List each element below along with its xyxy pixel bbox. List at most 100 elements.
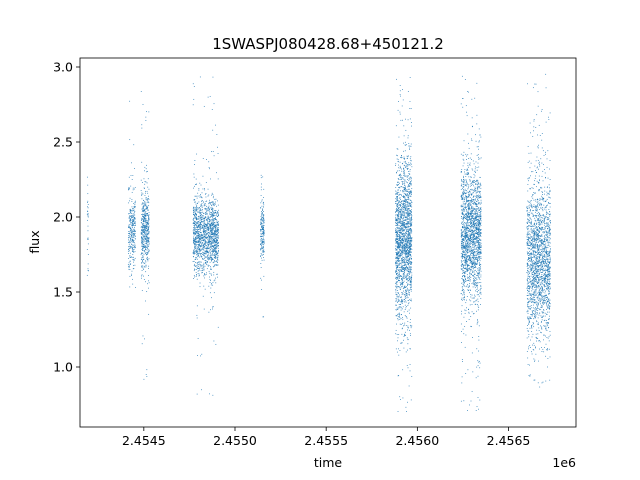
data-point	[406, 231, 408, 233]
data-point	[406, 242, 408, 244]
data-point	[404, 205, 406, 207]
data-point	[408, 198, 410, 200]
data-point	[200, 231, 202, 233]
data-point	[401, 299, 402, 301]
data-point	[205, 256, 207, 258]
data-point	[213, 155, 215, 157]
data-point	[128, 224, 130, 226]
data-point	[400, 194, 402, 195]
data-point	[260, 224, 262, 225]
data-point	[405, 234, 407, 236]
data-point	[142, 223, 143, 225]
data-point	[194, 208, 196, 210]
data-point	[475, 257, 477, 259]
data-point	[407, 219, 409, 221]
data-point	[465, 373, 467, 374]
data-point	[263, 316, 265, 318]
data-point	[197, 226, 199, 228]
data-point	[195, 178, 197, 180]
data-point	[133, 222, 135, 224]
data-point	[406, 282, 408, 283]
data-point	[200, 234, 202, 235]
data-point	[147, 170, 148, 172]
data-point	[471, 266, 473, 268]
data-point	[403, 173, 405, 174]
data-point	[400, 229, 402, 231]
data-point	[132, 224, 134, 226]
data-point	[148, 248, 150, 250]
data-point	[200, 238, 202, 239]
data-point	[402, 246, 404, 248]
data-point	[400, 270, 402, 271]
data-point	[476, 256, 477, 258]
data-point	[147, 237, 149, 238]
data-point	[400, 167, 402, 168]
data-point	[398, 175, 400, 177]
data-point	[212, 245, 213, 247]
data-point	[409, 202, 411, 204]
data-point	[195, 230, 197, 232]
data-point	[144, 338, 145, 340]
data-point	[400, 213, 402, 215]
data-point	[476, 275, 478, 276]
data-point	[134, 229, 136, 231]
data-point	[130, 230, 131, 232]
data-point	[87, 211, 89, 213]
data-point	[463, 209, 465, 211]
data-point	[397, 148, 399, 150]
data-point	[403, 260, 405, 262]
data-point	[463, 191, 465, 193]
data-point	[400, 306, 402, 308]
data-point	[263, 206, 265, 208]
data-point	[201, 200, 203, 202]
data-point	[400, 175, 402, 177]
data-point	[141, 231, 143, 233]
data-point	[194, 239, 196, 240]
data-point	[395, 309, 397, 310]
data-point	[402, 245, 404, 247]
data-point	[215, 219, 217, 220]
data-point	[399, 280, 400, 282]
data-point	[398, 222, 400, 224]
data-point	[407, 238, 409, 240]
data-point	[205, 248, 207, 250]
data-point	[405, 253, 407, 254]
data-point	[410, 242, 412, 244]
data-point	[406, 195, 408, 196]
data-point	[197, 267, 198, 269]
data-point	[395, 215, 397, 217]
data-point	[396, 253, 398, 255]
data-point	[196, 393, 198, 395]
data-point	[193, 240, 195, 242]
data-point	[206, 256, 208, 258]
data-point	[211, 202, 212, 203]
data-point	[409, 191, 411, 193]
data-point	[405, 406, 407, 408]
data-point	[403, 219, 405, 221]
data-point	[142, 221, 144, 222]
data-point	[146, 247, 148, 248]
data-point	[396, 267, 397, 268]
data-point	[212, 224, 214, 225]
data-point	[198, 251, 200, 253]
data-point	[217, 234, 219, 236]
data-point	[197, 253, 198, 255]
data-point	[218, 214, 219, 216]
data-point	[411, 218, 412, 220]
data-point	[466, 245, 468, 247]
data-point	[200, 237, 202, 238]
data-point	[261, 219, 262, 221]
data-point	[142, 260, 144, 261]
data-point	[395, 329, 397, 331]
data-point	[194, 210, 196, 212]
data-point	[397, 253, 399, 254]
data-point	[198, 225, 200, 226]
data-point	[148, 287, 149, 289]
data-point	[204, 234, 206, 236]
data-point	[146, 291, 148, 293]
data-point	[407, 223, 409, 225]
data-point	[402, 181, 404, 182]
data-point	[209, 272, 211, 274]
data-point	[409, 220, 411, 222]
data-point	[260, 229, 262, 231]
